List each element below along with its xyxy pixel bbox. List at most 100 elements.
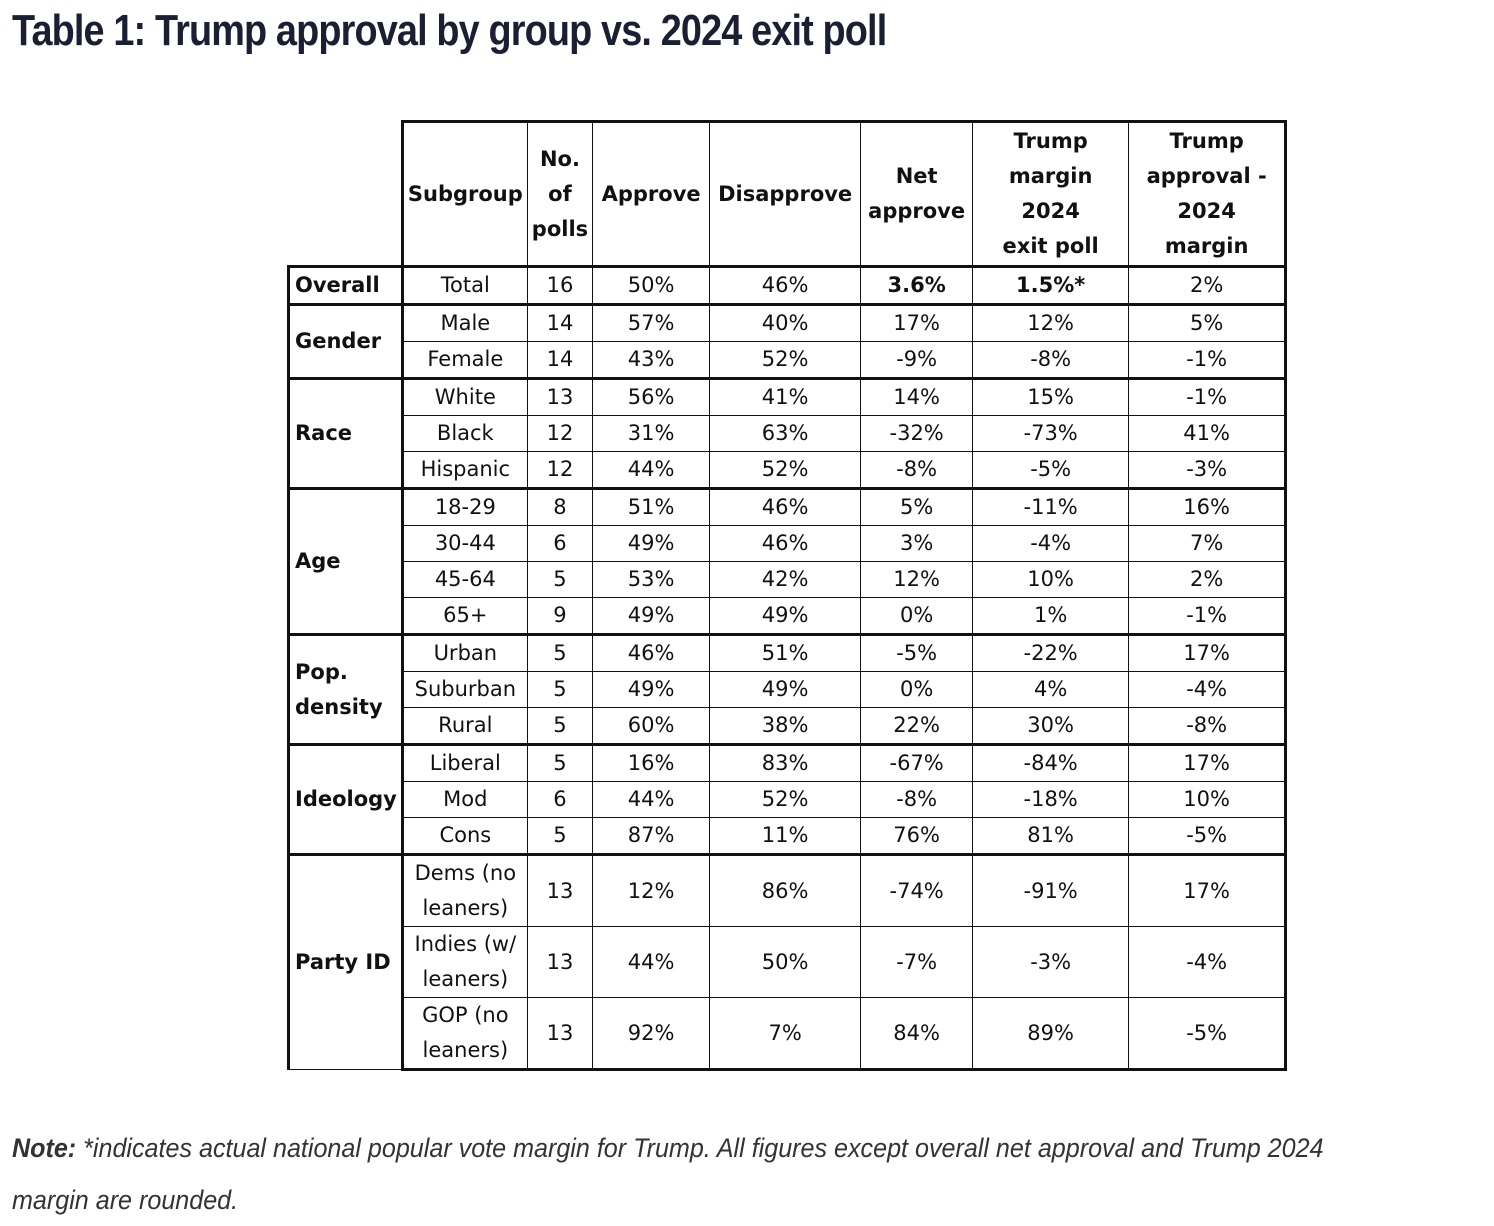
group-label-overall: Overall: [287, 265, 404, 305]
margin-cell: -73%: [972, 415, 1130, 452]
diff-cell: -1%: [1128, 377, 1288, 416]
disapprove-cell: 52%: [709, 451, 862, 489]
approve-cell: 51%: [592, 487, 711, 526]
header-disapprove: Disapprove: [709, 120, 862, 268]
polls-cell: 14: [526, 341, 594, 379]
approve-cell: 43%: [592, 341, 711, 379]
subgroup-cell: GOP (no leaners): [401, 997, 528, 1071]
subgroup-cell: Hispanic: [401, 451, 528, 489]
approve-cell: 57%: [592, 303, 711, 342]
table-row: Suburban 5 49% 49% 0% 4% -4%: [289, 671, 1288, 708]
disapprove-cell: 42%: [709, 561, 862, 598]
subgroup-cell: 18-29: [401, 487, 528, 526]
approve-cell: 53%: [592, 561, 711, 598]
polls-cell: 13: [526, 997, 594, 1071]
disapprove-cell: 7%: [709, 997, 862, 1071]
subgroup-cell: Liberal: [401, 743, 528, 782]
diff-cell: 16%: [1128, 487, 1288, 526]
table-row: Female 14 43% 52% -9% -8% -1%: [289, 341, 1288, 379]
subgroup-cell: Black: [401, 415, 528, 452]
polls-cell: 8: [526, 487, 594, 526]
subgroup-cell: Total: [401, 265, 528, 305]
header-net-approve: Net approve: [860, 120, 974, 268]
subgroup-cell: 30-44: [401, 525, 528, 562]
approve-cell: 56%: [592, 377, 711, 416]
header-approve: Approve: [592, 120, 711, 268]
group-label-gender: Gender: [287, 303, 404, 379]
approve-cell: 44%: [592, 451, 711, 489]
group-label-ideology: Ideology: [287, 743, 404, 855]
page-title: Table 1: Trump approval by group vs. 202…: [12, 6, 887, 55]
subgroup-cell: Mod: [401, 781, 528, 818]
table-row: Gender Male 14 57% 40% 17% 12% 5%: [287, 303, 1288, 379]
net-approve-cell: 0%: [860, 597, 974, 635]
polls-cell: 6: [526, 525, 594, 562]
approve-cell: 12%: [592, 853, 711, 927]
table-row: Overall Total 16 50% 46% 3.6% 1.5%* 2%: [287, 265, 1288, 305]
subgroup-cell: Suburban: [401, 671, 528, 708]
table-row: Black 12 31% 63% -32% -73% 41%: [289, 415, 1288, 452]
net-approve-cell: -8%: [860, 781, 974, 818]
polls-cell: 16: [526, 265, 594, 305]
approval-table: Subgroup No. of polls Approve Disapprove N…: [287, 120, 1288, 1071]
table-row: Ideology Liberal 5 16% 83% -67% -84% 17%: [287, 743, 1288, 855]
margin-cell: -3%: [972, 926, 1130, 998]
diff-cell: 17%: [1128, 633, 1288, 672]
approve-cell: 49%: [592, 671, 711, 708]
approve-cell: 16%: [592, 743, 711, 782]
disapprove-cell: 41%: [709, 377, 862, 416]
subgroup-cell: Urban: [401, 633, 528, 672]
margin-cell: -22%: [972, 633, 1130, 672]
subgroup-cell: White: [401, 377, 528, 416]
polls-cell: 5: [526, 561, 594, 598]
net-approve-cell: -67%: [860, 743, 974, 782]
diff-cell: 2%: [1128, 561, 1288, 598]
diff-cell: -3%: [1128, 451, 1288, 489]
table-row: Hispanic 12 44% 52% -8% -5% -3%: [289, 451, 1288, 489]
diff-cell: 7%: [1128, 525, 1288, 562]
net-approve-cell: -9%: [860, 341, 974, 379]
diff-cell: 17%: [1128, 853, 1288, 927]
polls-cell: 12: [526, 415, 594, 452]
group-label-race: Race: [287, 377, 404, 489]
note-text: *indicates actual national popular vote …: [12, 1133, 1324, 1215]
table-note: Note: *indicates actual national popular…: [12, 1122, 1379, 1226]
approve-cell: 49%: [592, 525, 711, 562]
net-approve-cell: 0%: [860, 671, 974, 708]
polls-cell: 5: [526, 743, 594, 782]
polls-cell: 5: [526, 707, 594, 745]
diff-cell: -1%: [1128, 597, 1288, 635]
disapprove-cell: 49%: [709, 671, 862, 708]
polls-cell: 9: [526, 597, 594, 635]
header-approval-minus-margin: Trump approval -2024 margin: [1128, 120, 1288, 268]
net-approve-cell: 5%: [860, 487, 974, 526]
net-approve-cell: 17%: [860, 303, 974, 342]
subgroup-cell: Cons: [401, 817, 528, 855]
disapprove-cell: 38%: [709, 707, 862, 745]
diff-cell: -5%: [1128, 817, 1288, 855]
table-row: GOP (no leaners) 13 92% 7% 84% 89% -5%: [289, 997, 1288, 1071]
diff-cell: -4%: [1128, 671, 1288, 708]
group-label-pop-density: Pop. density: [287, 633, 404, 745]
table-row: 30-44 6 49% 46% 3% -4% 7%: [289, 525, 1288, 562]
net-approve-cell: 84%: [860, 997, 974, 1071]
margin-cell: -84%: [972, 743, 1130, 782]
polls-cell: 13: [526, 377, 594, 416]
net-approve-cell: -32%: [860, 415, 974, 452]
margin-cell: 4%: [972, 671, 1130, 708]
subgroup-cell: Dems (no leaners): [401, 853, 528, 927]
table-row: Mod 6 44% 52% -8% -18% 10%: [289, 781, 1288, 818]
diff-cell: 2%: [1128, 265, 1288, 305]
margin-cell: -11%: [972, 487, 1130, 526]
disapprove-cell: 50%: [709, 926, 862, 998]
polls-cell: 6: [526, 781, 594, 818]
margin-cell: 15%: [972, 377, 1130, 416]
approve-cell: 44%: [592, 926, 711, 998]
diff-cell: -8%: [1128, 707, 1288, 745]
table-header-row: Subgroup No. of polls Approve Disapprove N…: [288, 120, 1288, 268]
subgroup-cell: Female: [401, 341, 528, 379]
net-approve-cell: 14%: [860, 377, 974, 416]
header-subgroup: Subgroup: [401, 120, 528, 268]
net-approve-cell: -5%: [860, 633, 974, 672]
disapprove-cell: 52%: [709, 341, 862, 379]
